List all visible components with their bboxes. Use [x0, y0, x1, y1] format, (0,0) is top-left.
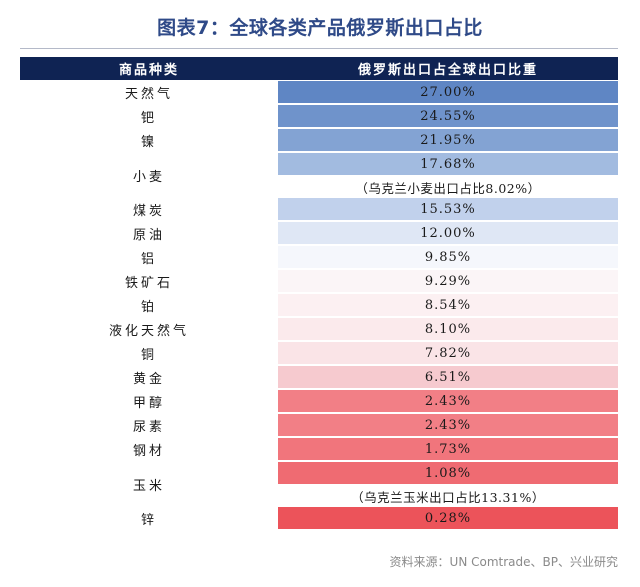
table-row: 黄金 6.51% [20, 365, 618, 390]
table-row: 甲醇 2.43% [20, 389, 618, 414]
source-note: 资料来源：UN Comtrade、BP、兴业研究 [389, 555, 618, 569]
table-row: 液化天然气 8.10% [20, 317, 618, 342]
header-commodity: 商品种类 [20, 57, 278, 81]
commodity-name: 小麦 [20, 152, 278, 198]
commodity-name: 钢材 [20, 437, 278, 461]
table-note-row: （乌克兰玉米出口占比13.31%） [20, 485, 618, 507]
commodity-name: 锌 [20, 507, 278, 530]
commodity-name: 镍 [20, 128, 278, 152]
table-row: 原油 12.00% [20, 221, 618, 246]
commodity-name: 铜 [20, 341, 278, 365]
export-share-value: 9.29% [278, 269, 618, 294]
export-share-value: 2.43% [278, 413, 618, 438]
table-row: 钯 24.55% [20, 104, 618, 129]
table-row: 铜 7.82% [20, 341, 618, 366]
commodity-name: 铁矿石 [20, 269, 278, 293]
table-row: 天然气 27.00% [20, 80, 618, 105]
table-row: 钢材 1.73% [20, 437, 618, 462]
commodity-name: 液化天然气 [20, 317, 278, 341]
chart-title: 图表7：全球各类产品俄罗斯出口占比 [157, 17, 483, 39]
commodity-name: 玉米 [20, 461, 278, 507]
export-share-value: 27.00% [278, 80, 618, 105]
export-share-value: 17.68% [278, 152, 618, 177]
table-row: 镍 21.95% [20, 128, 618, 153]
commodity-name: 天然气 [20, 80, 278, 104]
header-russia-share: 俄罗斯出口占全球出口比重 [278, 57, 618, 81]
table-row: 小麦 17.68% [20, 152, 618, 198]
commodity-name: 铝 [20, 245, 278, 269]
export-share-value: 9.85% [278, 245, 618, 270]
export-share-table: 商品种类 俄罗斯出口占全球出口比重 天然气 27.00% 钯 24.55% 镍 21.95… [20, 57, 618, 531]
export-share-value: 6.51% [278, 365, 618, 390]
export-share-value: 21.95% [278, 128, 618, 153]
commodity-name: 原油 [20, 221, 278, 245]
table-header-row: 商品种类 俄罗斯出口占全球出口比重 [20, 57, 618, 81]
export-share-value: 1.08% [278, 461, 618, 486]
table-row: 锌 0.28% [20, 507, 618, 531]
export-share-value: 7.82% [278, 341, 618, 366]
export-share-value: 12.00% [278, 221, 618, 246]
export-share-value: 8.10% [278, 317, 618, 342]
table-row: 煤炭 15.53% [20, 198, 618, 222]
table-row: 铁矿石 9.29% [20, 269, 618, 294]
commodity-name: 黄金 [20, 365, 278, 389]
table-row: 铝 9.85% [20, 245, 618, 270]
commodity-name: 钯 [20, 104, 278, 128]
export-share-value: 2.43% [278, 389, 618, 414]
table-row: 玉米 1.08% [20, 461, 618, 507]
table-body: 天然气 27.00% 钯 24.55% 镍 21.95% 小麦 17.68% （乌克兰小麦出口占… [20, 80, 618, 531]
export-share-value: 24.55% [278, 104, 618, 129]
export-share-value: 15.53% [278, 198, 618, 222]
ukraine-share-note: （乌克兰玉米出口占比13.31%） [278, 485, 618, 507]
commodity-name: 煤炭 [20, 198, 278, 221]
export-share-value: 0.28% [278, 507, 618, 531]
title-divider [20, 48, 618, 49]
export-share-value: 8.54% [278, 293, 618, 318]
commodity-name: 尿素 [20, 413, 278, 437]
table-row: 尿素 2.43% [20, 413, 618, 438]
commodity-name: 甲醇 [20, 389, 278, 413]
table-note-row: （乌克兰小麦出口占比8.02%） [20, 176, 618, 198]
ukraine-share-note: （乌克兰小麦出口占比8.02%） [278, 176, 618, 198]
table-row: 铂 8.54% [20, 293, 618, 318]
export-share-value: 1.73% [278, 437, 618, 462]
commodity-name: 铂 [20, 293, 278, 317]
